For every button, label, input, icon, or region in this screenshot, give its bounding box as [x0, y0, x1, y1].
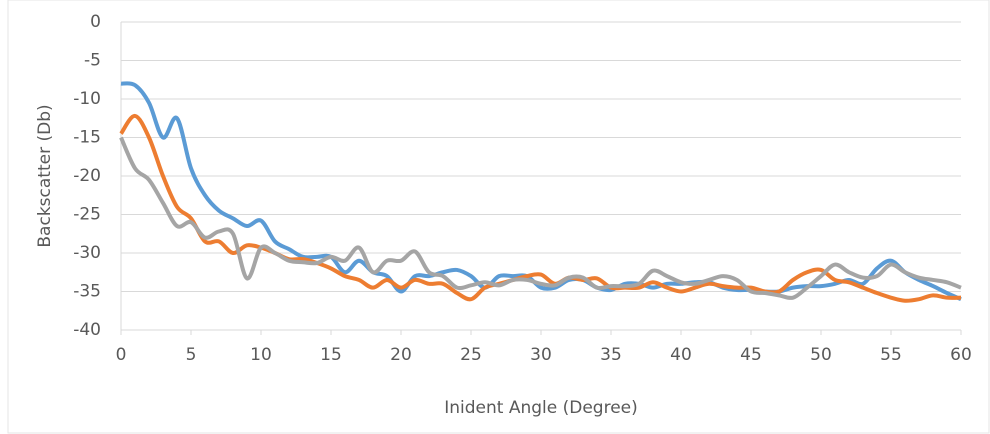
x-tick-label: 0 [116, 345, 127, 365]
x-tick-label: 10 [250, 345, 272, 365]
y-tick-label: -40 [73, 320, 101, 340]
x-tick-label: 30 [530, 345, 552, 365]
y-tick-label: -15 [73, 128, 101, 148]
x-tick-label: 15 [320, 345, 342, 365]
x-tick-label: 20 [390, 345, 412, 365]
x-tick-label: 50 [810, 345, 832, 365]
x-tick-label: 35 [600, 345, 622, 365]
y-tick-label: -20 [73, 166, 101, 186]
x-tick-label: 5 [186, 345, 197, 365]
y-tick-label: -10 [73, 89, 101, 109]
y-tick-label: -35 [73, 282, 101, 302]
x-tick-label: 55 [880, 345, 902, 365]
line-series [120, 81, 962, 302]
x-tick-label: 60 [950, 345, 972, 365]
y-tick-label: -25 [73, 205, 101, 225]
y-axis-label: Backscatter (Db) [35, 104, 55, 247]
x-tick-label: 45 [740, 345, 762, 365]
line-series [119, 136, 962, 300]
x-tick-label: 40 [670, 345, 692, 365]
chart-area [7, 0, 990, 434]
y-tick-label: 0 [90, 12, 101, 32]
y-tick-label: -30 [73, 243, 101, 263]
x-axis-label: Inident Angle (Degree) [444, 398, 638, 418]
x-tick-label: 25 [460, 345, 482, 365]
y-tick-label: -5 [84, 51, 101, 71]
